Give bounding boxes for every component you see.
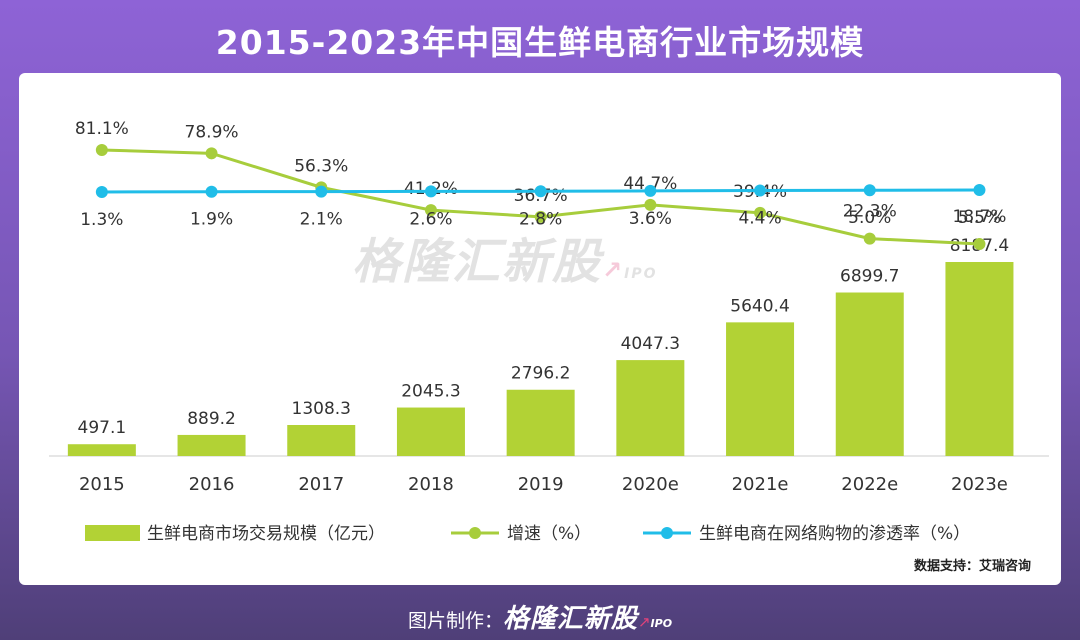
bar-value-label: 2796.2 [511, 364, 570, 384]
footer: 图片制作：格隆汇新股↗IPO [0, 598, 1080, 635]
x-tick-label: 2019 [518, 474, 564, 495]
legend-growth-marker [469, 527, 481, 539]
growth-value-label: 78.9% [185, 122, 239, 142]
x-tick-label: 2016 [189, 474, 235, 495]
chart-card: 497.1 2015 889.2 2016 1308.3 2017 2045.3 2018 27… [19, 73, 1061, 585]
data-source: 数据支持：艾瑞咨询 [913, 559, 1031, 574]
penetration-value-label: 2.6% [409, 209, 452, 229]
bar-value-label: 1308.3 [292, 399, 351, 419]
bar [726, 322, 795, 456]
penetration-point [534, 185, 547, 198]
bar-value-label: 5640.4 [730, 296, 789, 316]
penetration-value-label: 1.9% [190, 210, 233, 230]
penetration-point [95, 186, 108, 198]
penetration-value-label: 1.3% [80, 210, 123, 230]
bar-value-label: 497.1 [78, 418, 127, 438]
bar [945, 262, 1014, 456]
footer-brand: 格隆汇新股 [502, 604, 638, 634]
x-tick-label: 2023e [951, 474, 1008, 495]
bar-value-label: 4047.3 [621, 334, 680, 354]
penetration-value-label: 5.0% [848, 208, 891, 228]
penetration-point [973, 184, 986, 196]
bar [506, 389, 575, 456]
bar [287, 424, 356, 456]
bar [67, 444, 136, 456]
growth-point [95, 144, 108, 156]
penetration-value-label: 4.4% [738, 209, 781, 229]
growth-point [534, 210, 547, 223]
penetration-point [315, 185, 328, 198]
x-tick-label: 2018 [408, 474, 454, 495]
growth-value-label: 18.7% [952, 207, 1006, 227]
x-tick-label: 2015 [79, 474, 125, 495]
legend-bar-label: 生鲜电商市场交易规模（亿元） [147, 524, 385, 544]
bar [616, 360, 685, 456]
bar-value-label: 889.2 [187, 409, 236, 429]
bar-value-label: 2045.3 [401, 382, 460, 402]
growth-value-label: 44.7% [623, 174, 677, 194]
penetration-point [644, 184, 657, 197]
growth-point [754, 206, 767, 219]
growth-value-label: 56.3% [294, 156, 348, 176]
penetration-point [863, 184, 876, 197]
legend-bar-swatch [85, 525, 140, 541]
chart-svg: 497.1 2015 889.2 2016 1308.3 2017 2045.3 2018 27… [49, 119, 1049, 544]
bar-value-label: 6899.7 [840, 267, 899, 287]
penetration-point [754, 184, 767, 197]
penetration-point [424, 185, 437, 198]
legend-growth-label: 增速（%） [507, 524, 591, 544]
growth-value-label: 81.1% [75, 119, 129, 139]
penetration-value-label: 3.6% [629, 209, 672, 229]
growth-point [863, 232, 876, 245]
x-tick-label: 2017 [298, 474, 344, 495]
chart-title: 2015-2023年中国生鲜电商行业市场规模 [215, 23, 865, 62]
penetration-point [205, 185, 218, 198]
growth-value-label: 22.3% [843, 202, 897, 222]
footer-arrow-icon: ↗ [637, 613, 651, 631]
penetration-value-label: 2.8% [519, 209, 562, 229]
growth-point [644, 198, 657, 211]
penetration-value-label: 5.5% [958, 208, 1001, 228]
x-tick-label: 2022e [841, 474, 898, 495]
x-tick-label: 2020e [622, 474, 679, 495]
x-tick-label: 2021e [732, 474, 789, 495]
bar [396, 407, 465, 456]
penetration-value-label: 2.1% [300, 210, 343, 230]
growth-point [424, 204, 437, 217]
footer-brand-sub: IPO [650, 617, 673, 630]
footer-label: 图片制作： [407, 610, 503, 632]
legend-penetration-marker [661, 527, 673, 539]
growth-point [205, 147, 218, 160]
bar [835, 292, 904, 456]
legend-penetration-label: 生鲜电商在网络购物的渗透率（%） [699, 524, 970, 544]
growth-point [973, 238, 986, 250]
bar [177, 434, 246, 456]
